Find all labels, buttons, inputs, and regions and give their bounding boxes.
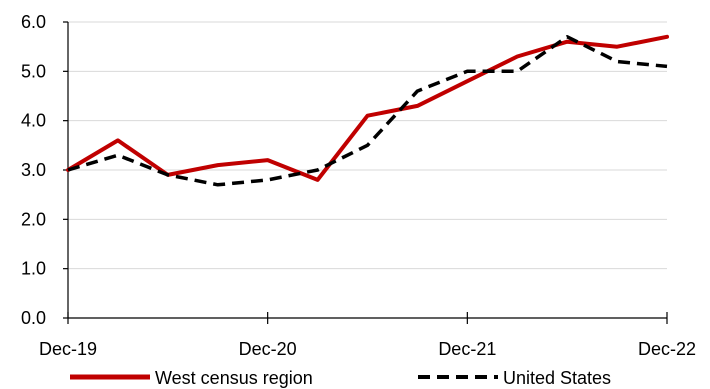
y-tick-label: 6.0	[21, 12, 46, 32]
legend-label-west-census-region: West census region	[155, 368, 313, 388]
series-lines	[66, 34, 669, 187]
tick-labels: 0.0 1.0 2.0 3.0 4.0 5.0 6.0 Dec-19 Dec-20 Dec-21 D…	[21, 12, 696, 359]
series-line-west-census-region	[66, 34, 669, 182]
series-line-united-states	[67, 35, 668, 187]
y-tick-label: 5.0	[21, 61, 46, 81]
y-tick-label: 0.0	[21, 308, 46, 328]
legend-label-united-states: United States	[503, 368, 611, 388]
legend: West census region United States	[70, 368, 611, 388]
y-tick-label: 3.0	[21, 160, 46, 180]
grid-lines	[68, 21, 667, 270]
axes	[63, 21, 668, 324]
y-tick-label: 1.0	[21, 259, 46, 279]
y-tick-label: 4.0	[21, 111, 46, 131]
x-tick-label: Dec-22	[638, 339, 696, 359]
x-tick-label: Dec-21	[438, 339, 496, 359]
y-tick-label: 2.0	[21, 209, 46, 229]
x-tick-label: Dec-20	[239, 339, 297, 359]
x-tick-label: Dec-19	[39, 339, 97, 359]
